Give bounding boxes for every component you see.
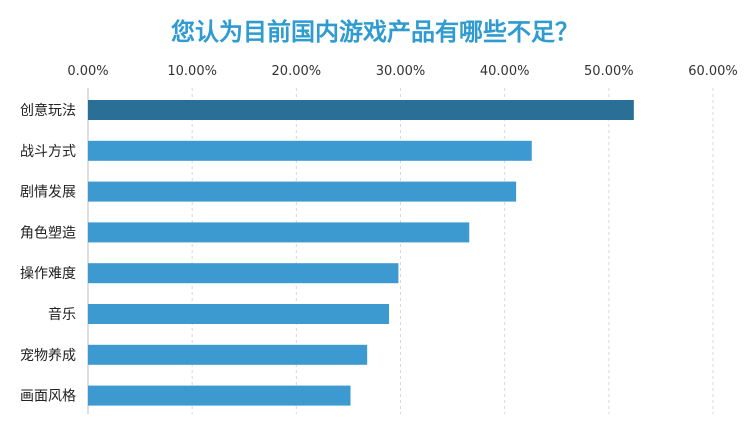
x-tick-label: 40.00% xyxy=(480,64,530,79)
x-axis-tick-labels: 0.00% 10.00% 20.00% 30.00% 40.00% 50.00% 60.00… xyxy=(67,64,737,79)
bar xyxy=(88,304,390,324)
category-label: 剧情发展 xyxy=(20,185,76,201)
x-tick-label: 10.00% xyxy=(167,64,217,79)
category-label: 操作难度 xyxy=(20,266,76,282)
x-tick-label: 20.00% xyxy=(272,64,322,79)
category-label: 战斗方式 xyxy=(20,144,76,160)
bar xyxy=(88,181,517,202)
bar xyxy=(88,100,634,120)
category-label: 音乐 xyxy=(48,306,76,323)
x-tick-label: 30.00% xyxy=(376,64,426,79)
category-label: 宠物养成 xyxy=(20,348,76,364)
bar xyxy=(88,385,351,406)
bar xyxy=(88,222,470,243)
chart-title: 您认为目前国内游戏产品有哪些不足？ xyxy=(171,18,579,46)
category-label: 画面风格 xyxy=(20,389,76,405)
x-tick-label: 0.00% xyxy=(67,64,108,79)
category-label: 角色塑造 xyxy=(20,224,76,241)
bars xyxy=(88,100,634,406)
bar xyxy=(88,140,532,161)
bar xyxy=(88,263,399,284)
x-tick-label: 50.00% xyxy=(584,64,634,79)
x-tick-label: 60.00% xyxy=(688,64,738,79)
category-label: 创意玩法 xyxy=(20,102,76,119)
grid-lines xyxy=(87,88,714,414)
bar xyxy=(88,344,368,365)
